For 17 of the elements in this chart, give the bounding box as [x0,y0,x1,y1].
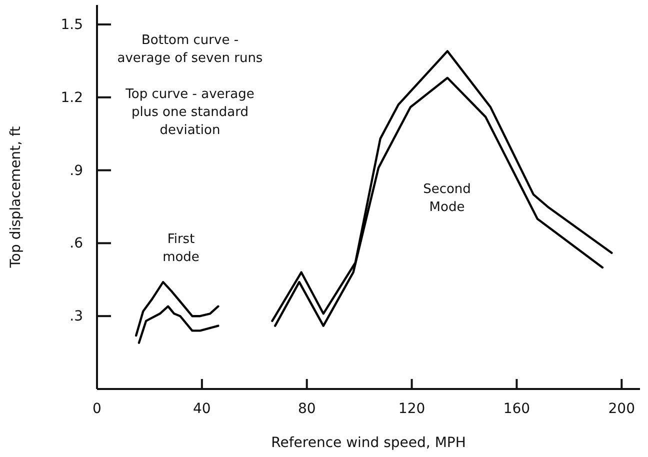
annotation: Top curve - average plus one standard deviation [124,87,254,138]
y-tick-label: .9 [70,162,83,179]
x-tick-label: 120 [398,400,426,417]
annotation: Bottom curve - average of seven runs [117,33,263,66]
y-tick-label: .6 [70,236,84,252]
y-tick-label: 1.2 [60,90,83,106]
x-tick-label: 80 [298,400,316,417]
x-tick-label: 200 [608,400,636,417]
y-tick-label: .3 [70,308,83,325]
annotation: Second Mode [423,182,471,215]
y-tick-label: 1.5 [60,16,83,33]
x-tick-label: 160 [503,400,530,417]
annotation: First mode [162,232,200,265]
x-axis-title: Reference wind speed, MPH [271,435,466,451]
y-axis-title: Top displacement, ft [8,126,24,269]
x-tick-label: 40 [193,400,211,417]
x-tick-label: 0 [92,400,102,417]
